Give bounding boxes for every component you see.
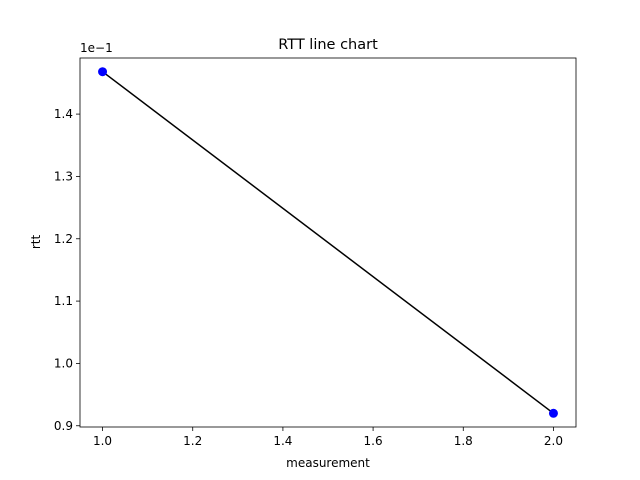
y-tick-label: 1.4 [54,107,73,121]
x-tick-label: 2.0 [544,434,563,448]
x-tick-label: 1.2 [183,434,202,448]
y-axis-label: rtt [29,235,43,250]
data-point [548,408,558,418]
y-tick-label: 0.9 [54,419,73,433]
x-axis-label: measurement [286,456,370,470]
x-tick-label: 1.0 [93,434,112,448]
y-tick-label: 1.2 [54,232,73,246]
y-tick-label: 1.0 [54,356,73,370]
x-tick-label: 1.8 [454,434,473,448]
axes-frame [79,57,577,428]
series-line [102,71,554,414]
y-tick-label: 1.1 [54,294,73,308]
y-offset-text: 1e−1 [80,41,113,55]
y-tick-label: 1.3 [54,169,73,183]
chart-title: RTT line chart [278,37,378,53]
x-tick-label: 1.6 [364,434,383,448]
data-point [98,67,108,77]
plot-area: 1.0 1.2 1.4 1.6 1.8 2.0 0.9 1.0 1.1 1.2 1.3 1.4 [54,57,577,448]
x-tick-label: 1.4 [273,434,292,448]
